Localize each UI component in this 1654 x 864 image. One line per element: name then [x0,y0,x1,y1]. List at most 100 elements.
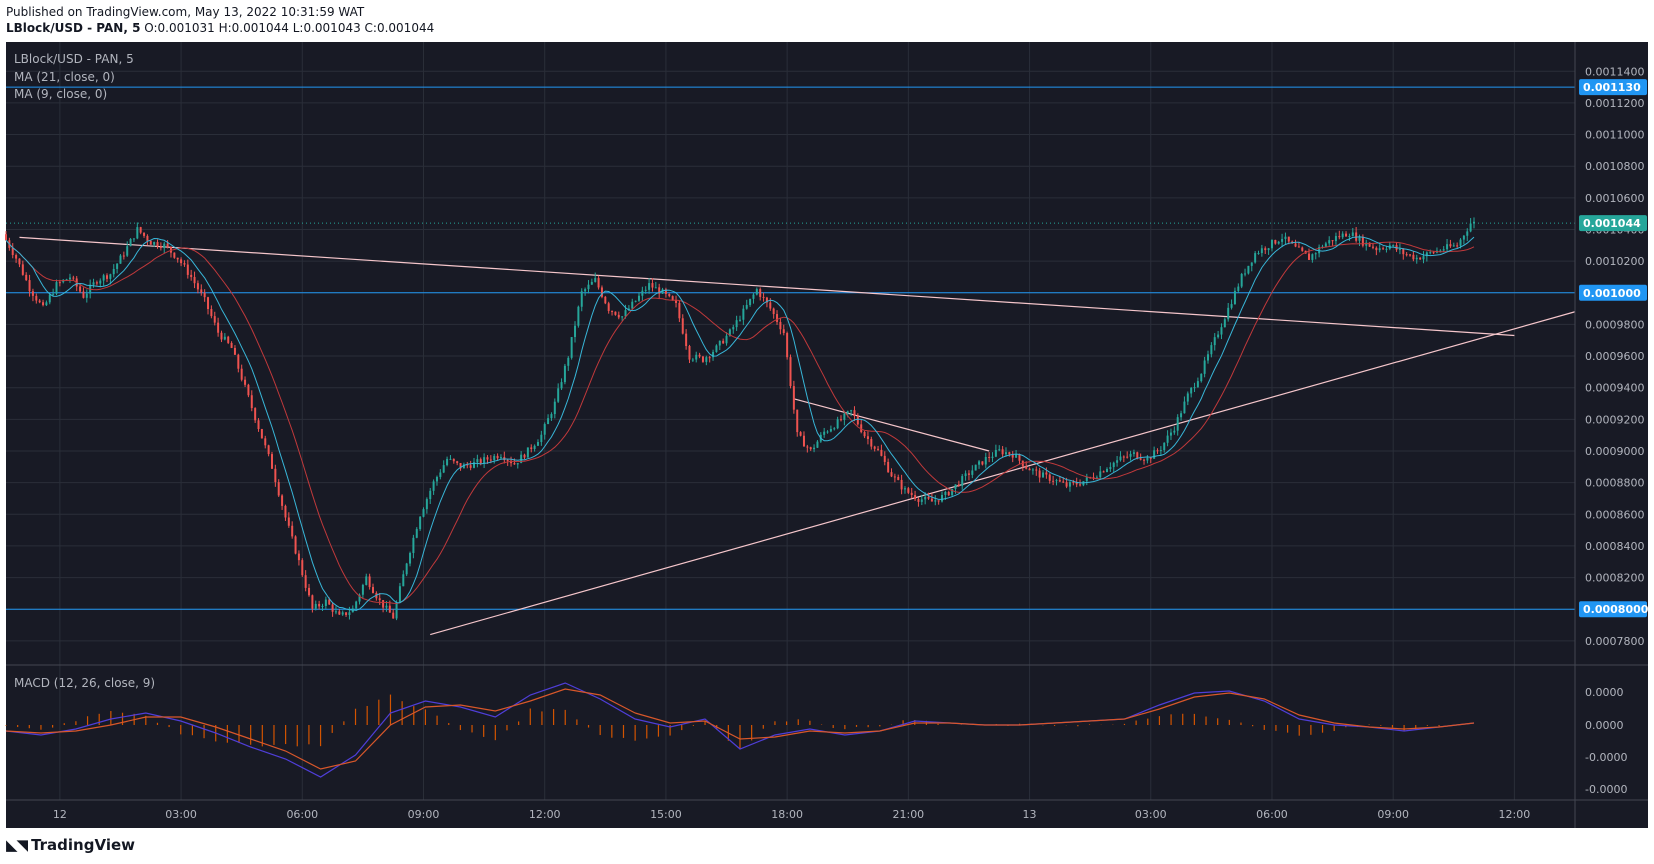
candle-body [641,290,644,296]
candle-body [28,280,31,292]
candle-body [1385,248,1388,250]
candle-body [853,410,856,417]
candle-body [334,611,337,613]
candle-body [1365,242,1368,246]
candle-body [180,259,183,264]
candle-body [947,491,950,496]
candle-body [1085,477,1088,482]
candle-body [1250,262,1253,266]
candle-body [122,255,125,257]
candle-body [1052,480,1055,482]
candle-body [473,462,476,468]
candle-body [11,247,14,256]
candle-body [392,612,395,619]
candle-body [1452,245,1455,247]
candle-body [698,354,701,357]
ma9-line [5,236,1475,611]
candle-body [927,496,930,499]
candle-body [796,409,799,433]
candle-body [52,293,55,295]
tradingview-brand[interactable]: ◣◥ TradingView [6,836,135,854]
candle-body [173,252,176,258]
candle-body [590,281,593,285]
candle-body [1459,239,1462,246]
candle-body [1254,253,1257,263]
candle-body [456,461,459,464]
trendline [793,398,990,452]
candle-body [1186,393,1189,402]
candle-body [1331,240,1334,242]
candle-body [186,264,189,275]
candle-body [981,461,984,465]
time-tick-label: 13 [1023,808,1037,821]
price-label-level-mid-box [1579,284,1647,301]
candle-body [462,464,465,469]
candle-body [308,587,311,596]
candle-body [536,442,539,446]
candle-body [99,280,102,284]
candle-body [526,447,529,458]
candle-body [587,284,590,290]
candle-body [644,289,647,291]
candle-body [1318,247,1321,254]
candle-body [1227,307,1230,320]
candle-body [65,279,68,281]
candle-body [1409,254,1412,256]
candle-body [405,563,408,575]
time-tick-label: 09:00 [1377,808,1409,821]
candle-body [574,325,577,338]
candle-body [119,255,122,264]
candle-body [1469,223,1472,232]
candle-body [1270,239,1273,249]
trendline [430,311,1576,636]
candle-body [954,484,957,489]
candle-body [631,301,634,309]
candle-body [459,463,462,469]
candle-body [1281,238,1284,242]
candle-body [550,414,553,419]
candle-body [873,446,876,449]
candle-body [136,227,139,239]
candle-body [126,246,129,256]
candle-body [742,308,745,320]
time-tick-label: 06:00 [1256,808,1288,821]
candle-body [38,300,41,303]
candle-body [1314,253,1317,255]
candle-body [1207,354,1210,361]
candle-body [866,436,869,440]
price-tick-label: 0.0009600 [1585,350,1645,363]
candle-body [1358,236,1361,241]
candle-body [102,275,105,281]
price-label-level-low: 0.0008000 [1583,603,1649,616]
candle-body [584,289,587,292]
candle-body [843,413,846,420]
candle-body [1412,254,1415,260]
candle-body [846,411,849,414]
candle-body [432,481,435,491]
candle-body [355,601,358,609]
candle-body [368,576,371,588]
candle-body [1220,327,1223,335]
candle-body [395,602,398,619]
candle-body [1398,248,1401,250]
price-tick-label: 0.0007800 [1585,635,1645,648]
candle-body [1025,466,1028,469]
candle-body [72,277,75,279]
candle-body [880,449,883,456]
candle-body [1065,482,1068,487]
candle-body [732,327,735,330]
candle-body [1015,454,1018,458]
price-tick-label: 0.0009400 [1585,382,1645,395]
candle-body [860,424,863,433]
candle-body [1446,244,1449,250]
candle-body [1244,273,1247,275]
candle-body [759,289,762,297]
candle-body [964,473,967,477]
candle-body [48,294,51,303]
candle-body [961,476,964,486]
candle-body [708,357,711,359]
candle-body [415,529,418,538]
candle-body [301,560,304,576]
candle-body [1079,484,1082,486]
